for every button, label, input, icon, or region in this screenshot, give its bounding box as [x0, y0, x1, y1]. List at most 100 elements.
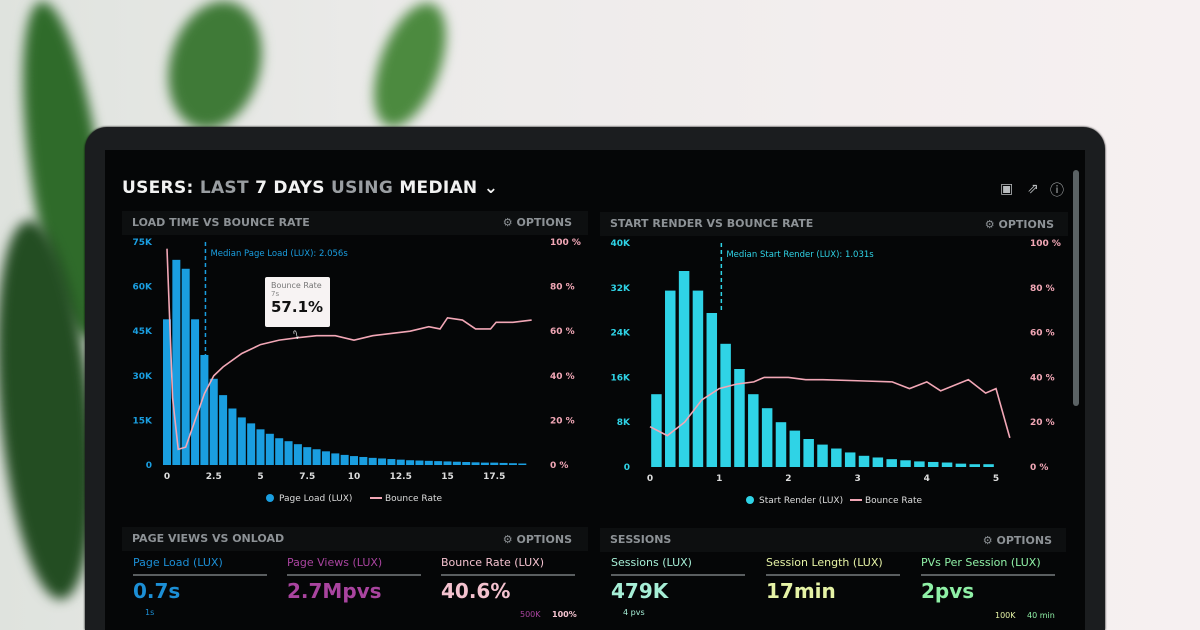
- chevron-down-icon[interactable]: ⌄: [483, 178, 499, 198]
- page-title[interactable]: USERS: LAST 7 DAYS USING MEDIAN ⌄: [122, 178, 498, 198]
- bar: [331, 453, 340, 465]
- panel-title: LOAD TIME VS BOUNCE RATE: [132, 216, 310, 229]
- bar: [927, 461, 939, 467]
- options-button[interactable]: ⚙ OPTIONS: [982, 534, 1053, 547]
- tooltip-value: 57.1%: [271, 298, 324, 316]
- bar: [340, 454, 349, 465]
- x-tick-label: 2.5: [206, 472, 222, 482]
- bar: [181, 268, 190, 465]
- bar: [983, 464, 994, 467]
- stat-value: 40.6%: [441, 579, 511, 603]
- bar: [237, 417, 246, 465]
- scrollbar[interactable]: [1073, 170, 1079, 406]
- stat-label: Page Views (LUX): [287, 556, 383, 569]
- chart-render-vs-bounce: 0 8K 16K 24K 32K 40K 0 % 20 % 40 % 60 % 80 % 100 % 0…: [611, 239, 1061, 506]
- bar: [734, 369, 745, 467]
- bar: [706, 313, 718, 467]
- y-tick-label: 15K: [133, 416, 154, 426]
- bar: [275, 438, 284, 465]
- scale-label: 100%: [552, 610, 577, 619]
- stat-label: Bounce Rate (LUX): [441, 556, 545, 569]
- legend-label: Bounce Rate: [865, 496, 923, 506]
- bar: [480, 462, 489, 465]
- y-tick-label: 8K: [617, 418, 631, 428]
- bar: [368, 457, 377, 465]
- y-tick-label: 40K: [611, 239, 632, 249]
- options-button[interactable]: ⚙ OPTIONS: [984, 218, 1054, 231]
- bar: [424, 460, 433, 465]
- panel-title: START RENDER VS BOUNCE RATE: [610, 217, 814, 230]
- y-tick-label: 24K: [611, 329, 632, 339]
- y2-tick-label: 60 %: [1030, 329, 1055, 339]
- bar: [396, 459, 405, 465]
- y2-tick-label: 60 %: [550, 327, 575, 337]
- x-tick-label: 17.5: [483, 472, 505, 482]
- bar: [831, 448, 842, 467]
- bar: [434, 461, 443, 465]
- y-tick-label: 30K: [133, 372, 154, 382]
- bar: [969, 464, 980, 467]
- y2-tick-label: 80 %: [1030, 284, 1055, 294]
- y2-tick-label: 80 %: [550, 283, 575, 293]
- bar: [265, 433, 274, 465]
- cursor-icon: ⭛: [293, 329, 300, 342]
- monitor-icon[interactable]: ▣: [1000, 181, 1014, 197]
- bar: [692, 290, 704, 467]
- scale-label: 100K: [995, 611, 1016, 620]
- help-icon[interactable]: ⓘ: [1050, 183, 1064, 199]
- options-button[interactable]: ⚙ OPTIONS: [502, 533, 572, 546]
- y2-tick-label: 20 %: [550, 416, 575, 426]
- bar: [748, 394, 759, 467]
- options-label: OPTIONS: [996, 534, 1053, 547]
- bounce-rate-line: [649, 376, 1011, 439]
- stat-divider: [611, 574, 745, 576]
- bar: [443, 461, 452, 465]
- bar: [471, 462, 480, 465]
- y-tick-label: 75K: [133, 238, 154, 248]
- bar: [462, 462, 471, 465]
- bar: [200, 354, 209, 465]
- stat-value: 0.7s: [133, 579, 181, 603]
- y-tick-label: 32K: [611, 284, 632, 294]
- bar: [844, 452, 856, 467]
- legend-marker: [746, 496, 754, 504]
- bar: [219, 395, 228, 465]
- x-tick-label: 0: [647, 474, 653, 484]
- tooltip: Bounce Rate 7s 57.1%: [265, 277, 330, 327]
- share-icon[interactable]: ⇗: [1027, 181, 1039, 197]
- stat-divider: [441, 574, 575, 576]
- scale-label: 500K: [520, 610, 541, 619]
- bar: [303, 447, 312, 465]
- bar: [941, 462, 953, 467]
- y2-tick-label: 40 %: [1030, 373, 1055, 383]
- options-label: OPTIONS: [516, 216, 573, 229]
- title-using: USING: [331, 178, 394, 198]
- median-label: Median Page Load (LUX): 2.056s: [210, 249, 348, 259]
- title-range: 7 DAYS: [255, 178, 325, 198]
- bar: [678, 271, 690, 467]
- bar: [508, 463, 517, 465]
- bar: [761, 408, 773, 467]
- bar: [720, 343, 731, 467]
- y-tick-label: 45K: [133, 327, 154, 337]
- x-tick-label: 3: [854, 474, 860, 484]
- stat-sub: 4 pvs: [623, 608, 645, 617]
- stat-label: Page Load (LUX): [133, 556, 223, 569]
- stat-label: Sessions (LUX): [611, 556, 692, 569]
- bar: [415, 460, 424, 465]
- x-tick-label: 5: [993, 474, 999, 484]
- chart-load-vs-bounce: 0 15K 30K 45K 60K 75K 0 % 20 % 40 % 60 % 80 % 100 %…: [133, 238, 581, 504]
- y2-tick-label: 100 %: [1030, 239, 1061, 249]
- options-button[interactable]: ⚙ OPTIONS: [502, 216, 573, 229]
- x-tick-label: 7.5: [299, 472, 315, 482]
- legend-label: Page Load (LUX): [279, 494, 352, 504]
- bar: [665, 290, 676, 467]
- panel-header-render: START RENDER VS BOUNCE RATE ⚙ OPTIONS: [600, 212, 1068, 236]
- bar: [209, 378, 218, 465]
- bar: [378, 458, 387, 465]
- x-tick-label: 0: [164, 472, 170, 482]
- bar: [293, 444, 302, 465]
- median-label: Median Start Render (LUX): 1.031s: [726, 250, 874, 260]
- bar: [789, 430, 801, 467]
